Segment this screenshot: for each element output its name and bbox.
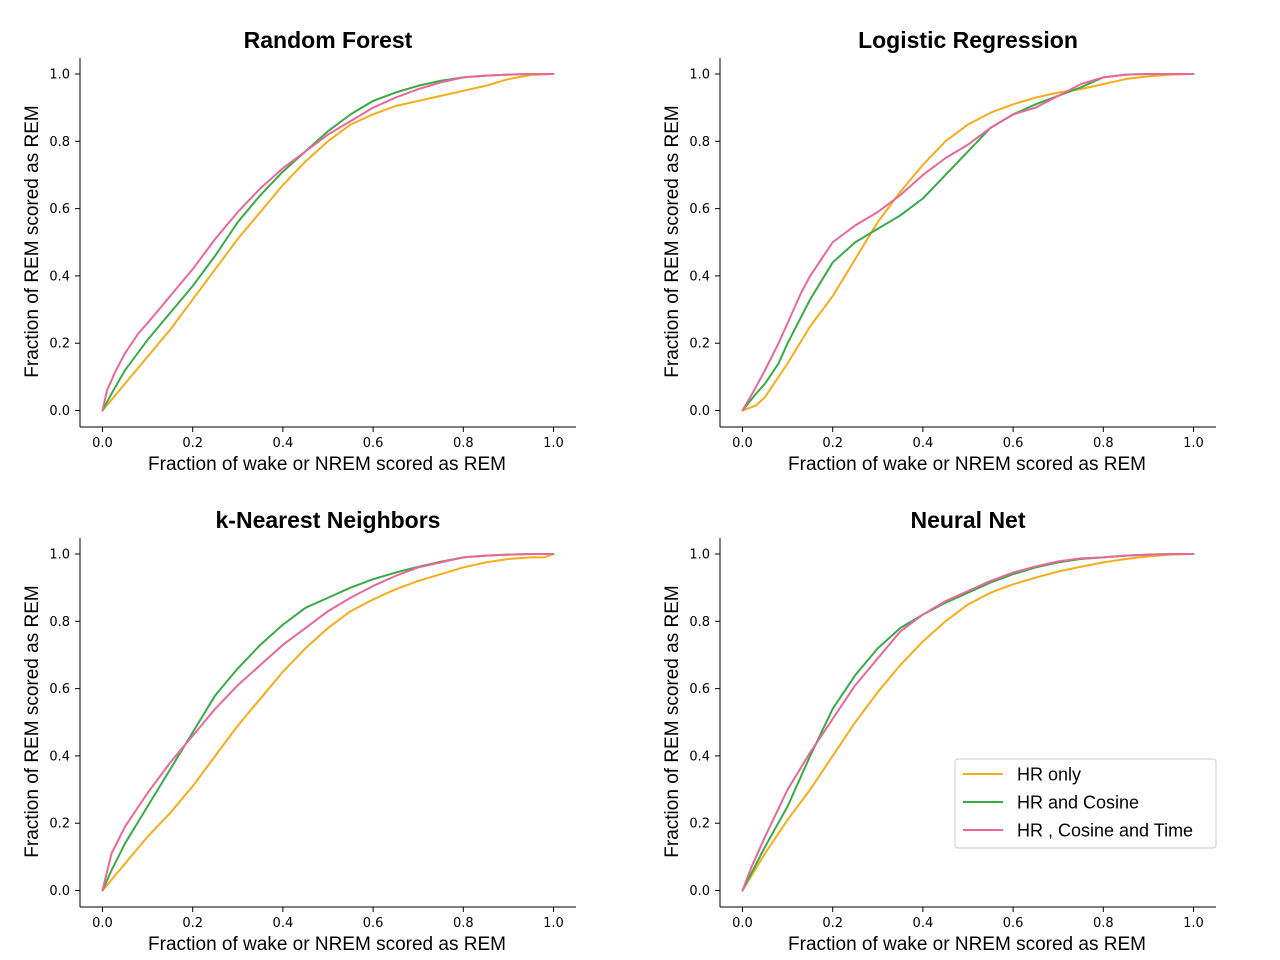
y-axis-label: Fraction of REM scored as REM <box>22 105 43 377</box>
x-axis-label: Fraction of wake or NREM scored as REM <box>148 454 506 475</box>
y-tick-label: 1.0 <box>689 548 710 563</box>
y-axis-label: Fraction of REM scored as REM <box>662 585 683 857</box>
y-tick-label: 0.8 <box>689 615 710 630</box>
panel-title: Random Forest <box>244 27 413 53</box>
x-tick-label: 0.6 <box>1003 916 1024 931</box>
legend-label-hr-only: HR only <box>1017 765 1081 785</box>
y-tick-label: 0.2 <box>689 337 710 352</box>
y-tick-label: 0.6 <box>689 682 710 697</box>
series-line-hr-and-cosine <box>101 553 555 892</box>
x-tick-label: 0.8 <box>1093 436 1114 451</box>
legend-label-hr-and-cosine: HR and Cosine <box>1017 793 1139 813</box>
x-tick-label: 0.4 <box>913 916 934 931</box>
y-tick-label: 1.0 <box>49 68 70 83</box>
panel-logistic-regression: Logistic Regression 0.0 0.2 0.4 0.6 0.8 1.0 0.0… <box>662 27 1216 475</box>
x-tick-label: 0.0 <box>92 916 113 931</box>
y-tick-label: 0.4 <box>49 269 70 284</box>
panel-title: k-Nearest Neighbors <box>216 507 441 533</box>
legend-label-hr-cosine-and-time: HR , Cosine and Time <box>1017 821 1193 841</box>
series-line-hr-only <box>741 73 1195 412</box>
y-tick-label: 0.8 <box>49 135 70 150</box>
y-axis-label: Fraction of REM scored as REM <box>22 585 43 857</box>
series-line-hr-and-cosine <box>101 73 555 412</box>
panel-title: Neural Net <box>910 507 1025 533</box>
y-tick-label: 0.0 <box>689 884 710 899</box>
y-tick-label: 0.6 <box>49 682 70 697</box>
x-tick-label: 0.8 <box>453 916 474 931</box>
x-tick-label: 0.0 <box>732 436 753 451</box>
x-tick-label: 0.2 <box>822 916 843 931</box>
series-line-hr-cosine-and-time <box>101 73 555 412</box>
panel-neural-net: Neural Net 0.0 0.2 0.4 0.6 0.8 1.0 0.0 0.2 0.4 0.6… <box>662 507 1216 955</box>
x-tick-label: 0.4 <box>273 436 294 451</box>
x-axis-label: Fraction of wake or NREM scored as REM <box>788 934 1146 955</box>
x-tick-label: 0.2 <box>822 436 843 451</box>
x-tick-label: 0.0 <box>92 436 113 451</box>
x-tick-label: 0.6 <box>363 436 384 451</box>
series-line-hr-cosine-and-time <box>101 553 555 892</box>
panel-k-nearest-neighbors: k-Nearest Neighbors 0.0 0.2 0.4 0.6 0.8 1.0 0.0… <box>22 507 576 955</box>
y-tick-label: 0.8 <box>689 135 710 150</box>
y-tick-label: 0.0 <box>689 404 710 419</box>
series-line-hr-cosine-and-time <box>741 73 1195 412</box>
y-axis-label: Fraction of REM scored as REM <box>662 105 683 377</box>
y-tick-label: 0.6 <box>689 202 710 217</box>
series-line-hr-only <box>741 553 1195 892</box>
series-line-hr-only <box>101 73 555 412</box>
y-tick-label: 0.2 <box>49 337 70 352</box>
panel-random-forest: Random Forest 0.0 0.2 0.4 0.6 0.8 1.0 0.0 0.2 0.4… <box>22 27 576 475</box>
x-tick-label: 0.8 <box>453 436 474 451</box>
x-tick-label: 0.6 <box>1003 436 1024 451</box>
x-axis-label: Fraction of wake or NREM scored as REM <box>788 454 1146 475</box>
x-tick-label: 0.4 <box>913 436 934 451</box>
x-tick-label: 1.0 <box>1183 436 1204 451</box>
y-tick-label: 1.0 <box>689 68 710 83</box>
y-tick-label: 1.0 <box>49 548 70 563</box>
x-tick-label: 1.0 <box>543 436 564 451</box>
x-tick-label: 1.0 <box>543 916 564 931</box>
y-tick-label: 0.4 <box>689 269 710 284</box>
y-tick-label: 0.0 <box>49 884 70 899</box>
x-tick-label: 1.0 <box>1183 916 1204 931</box>
x-tick-label: 0.8 <box>1093 916 1114 931</box>
y-tick-label: 0.8 <box>49 615 70 630</box>
legend: HR only HR and Cosine HR , Cosine and Time <box>954 758 1217 849</box>
y-tick-label: 0.6 <box>49 202 70 217</box>
y-tick-label: 0.2 <box>689 817 710 832</box>
x-tick-label: 0.2 <box>182 436 203 451</box>
y-tick-label: 0.0 <box>49 404 70 419</box>
x-axis-label: Fraction of wake or NREM scored as REM <box>148 934 506 955</box>
panel-title: Logistic Regression <box>858 27 1078 53</box>
y-tick-label: 0.2 <box>49 817 70 832</box>
x-tick-label: 0.0 <box>732 916 753 931</box>
x-tick-label: 0.4 <box>273 916 294 931</box>
legend-box <box>954 758 1217 849</box>
series-line-hr-only <box>101 553 555 892</box>
y-tick-label: 0.4 <box>49 749 70 764</box>
y-tick-label: 0.4 <box>689 749 710 764</box>
series-line-hr-cosine-and-time <box>741 553 1195 892</box>
x-tick-label: 0.6 <box>363 916 384 931</box>
x-tick-label: 0.2 <box>182 916 203 931</box>
